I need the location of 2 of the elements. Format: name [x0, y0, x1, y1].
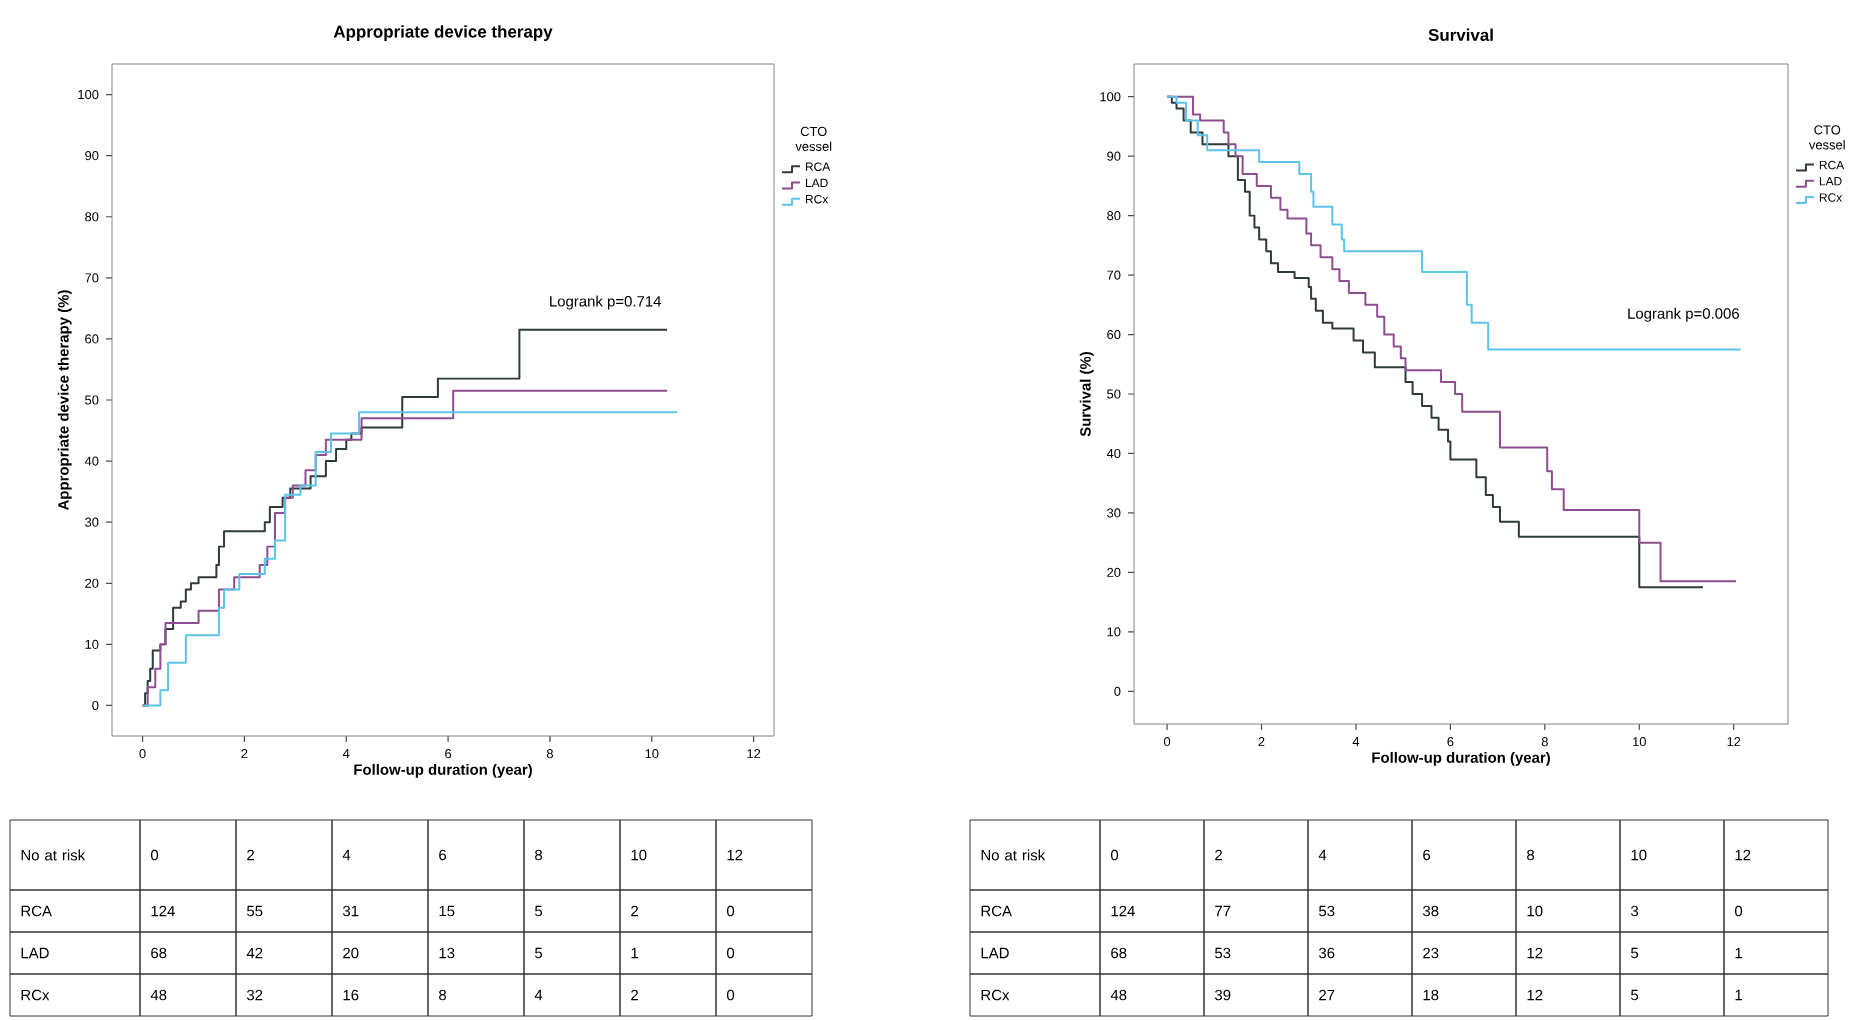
chart-title: Appropriate device therapy: [333, 25, 553, 41]
chart-title: Survival: [1428, 28, 1493, 41]
